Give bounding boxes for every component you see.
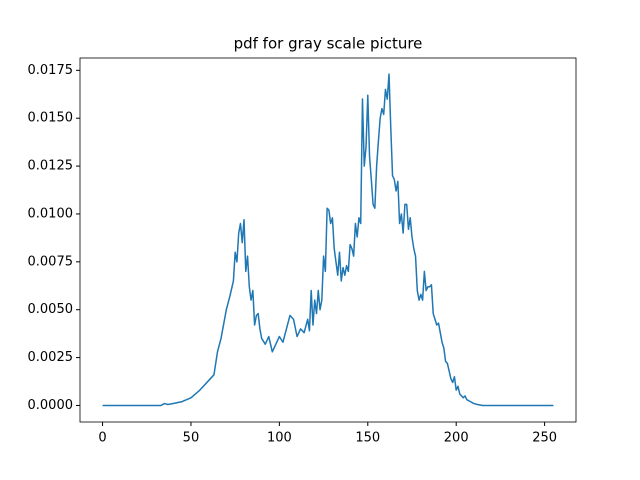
x-tick-label: 250 [532, 431, 557, 446]
x-tick-label: 100 [267, 431, 292, 446]
y-tick-label: 0.0025 [28, 350, 74, 365]
y-tick-label: 0.0125 [28, 159, 74, 174]
y-tick-label: 0.0175 [28, 63, 74, 78]
x-tick-label: 150 [355, 431, 380, 446]
plot-frame [79, 57, 577, 423]
y-tick-label: 0.0000 [28, 398, 74, 413]
x-tick-label: 200 [444, 431, 469, 446]
y-tick-label: 0.0150 [28, 111, 74, 126]
y-tick-label: 0.0075 [28, 254, 74, 269]
data-line [102, 73, 554, 407]
y-tick-label: 0.0050 [28, 302, 74, 317]
chart-title: pdf for gray scale picture [234, 35, 423, 53]
x-tick-label: 0 [98, 431, 106, 446]
x-tick-label: 50 [183, 431, 200, 446]
y-tick-label: 0.0100 [28, 206, 74, 221]
